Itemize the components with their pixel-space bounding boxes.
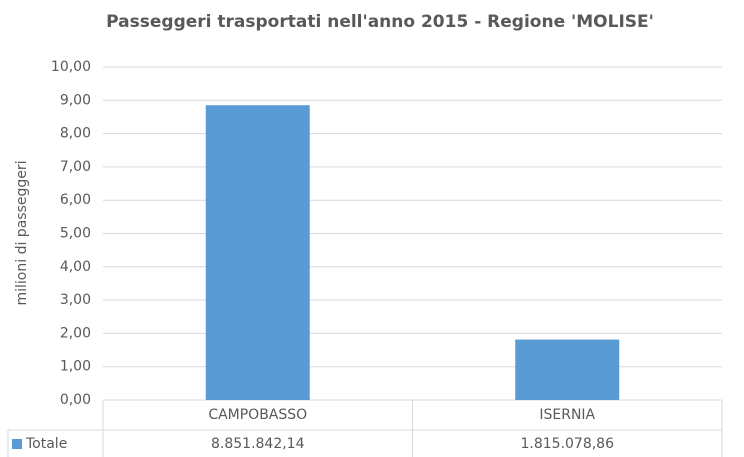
legend-label: Totale: [25, 436, 67, 452]
bar: [205, 105, 310, 401]
data-table-value: 1.815.078,86: [520, 436, 614, 452]
y-tick-label: 5,00: [60, 226, 91, 242]
x-tick-label: CAMPOBASSO: [208, 407, 307, 423]
y-tick-label: 7,00: [60, 159, 91, 175]
bar: [515, 339, 620, 400]
y-tick-label: 9,00: [60, 92, 91, 108]
y-tick-label: 2,00: [60, 325, 91, 341]
y-axis-label: milioni di passeggeri: [14, 160, 30, 305]
y-tick-label: 1,00: [60, 359, 91, 375]
x-tick-label: ISERNIA: [539, 407, 595, 423]
data-table-value: 8.851.842,14: [211, 436, 305, 452]
y-tick-label: 6,00: [60, 192, 91, 208]
legend-swatch: [12, 439, 22, 449]
chart-title: Passeggeri trasportati nell'anno 2015 - …: [106, 12, 654, 32]
y-tick-label: 3,00: [60, 292, 91, 308]
y-tick-label: 10,00: [51, 59, 91, 75]
y-tick-label: 4,00: [60, 259, 91, 275]
y-tick-label: 8,00: [60, 126, 91, 142]
y-tick-label: 0,00: [60, 392, 91, 408]
